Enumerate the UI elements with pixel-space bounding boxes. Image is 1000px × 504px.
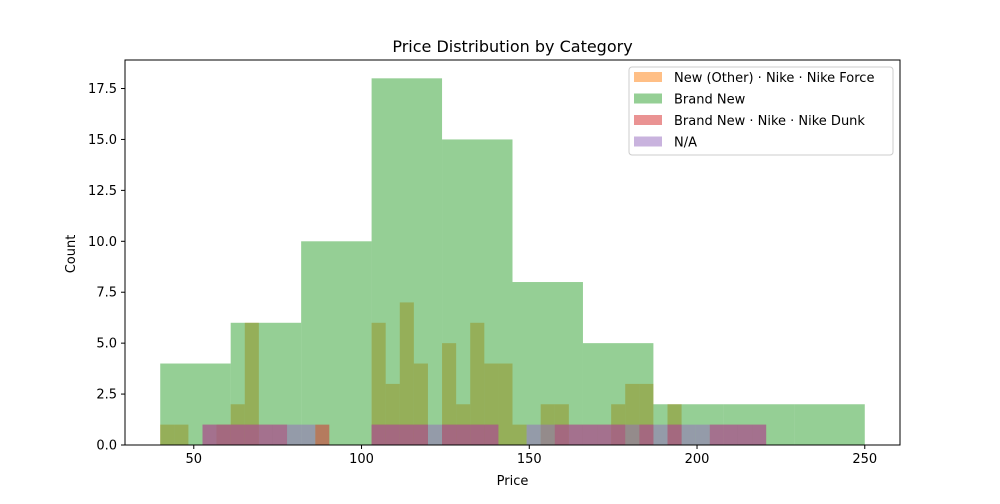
histogram-bar-series-4 [653, 424, 668, 445]
x-tick-label: 50 [186, 452, 203, 467]
histogram-bar-series-4 [399, 424, 414, 445]
y-tick-label: 12.5 [88, 184, 117, 199]
legend-label: N/A [674, 136, 697, 151]
histogram-bar-series-4 [597, 424, 612, 445]
x-tick-label: 150 [517, 452, 542, 467]
histogram-bar-series-2 [512, 282, 583, 445]
bars-layer [160, 78, 865, 445]
histogram-bar-series-2 [301, 241, 372, 445]
legend-label: Brand New · Nike · Nike Dunk [674, 114, 865, 129]
chart-title: Price Distribution by Category [392, 37, 632, 56]
histogram-bar-series-4 [737, 424, 753, 445]
histogram-bar-series-4 [385, 424, 400, 445]
y-tick-label: 17.5 [88, 82, 117, 97]
histogram-bar-series-2 [442, 139, 513, 445]
histogram-bar-series-4 [752, 424, 767, 445]
y-tick-label: 2.5 [96, 388, 117, 403]
histogram-bar-series-4 [413, 424, 428, 445]
histogram-bar-series-4 [470, 424, 485, 445]
histogram-bar-series-4 [216, 424, 231, 445]
histogram-bar-series-4 [582, 424, 598, 445]
x-tick-label: 250 [852, 452, 877, 467]
histogram-bar-series-2 [371, 78, 443, 445]
histogram-bar-series-4 [695, 424, 710, 445]
plot-frame [124, 59, 901, 446]
histogram-bar-series-4 [526, 424, 541, 445]
legend-label: New (Other) · Nike · Nike Force [674, 71, 874, 86]
histogram-bar-series-4 [568, 424, 583, 445]
legend-swatch [634, 93, 662, 104]
histogram-bar-series-4 [540, 424, 555, 445]
legend-box [628, 66, 894, 156]
histogram-bar-series-4 [427, 424, 443, 445]
histogram-bar-series-4 [625, 424, 640, 445]
axes-layer: 50 100 150 200 250 0.0 2.5 5.0 7.5 10.0 12.5 15.0 17… [88, 59, 901, 467]
legend-label: Brand New [674, 93, 746, 108]
y-tick-label: 15.0 [88, 133, 117, 148]
histogram-bar-series-4 [442, 424, 457, 445]
histogram-bar-series-4 [611, 424, 626, 445]
histogram-bar-series-4 [723, 424, 738, 445]
histogram-bar-series-4 [272, 424, 288, 445]
histogram-bar-series-4 [667, 424, 682, 445]
histogram-bar-series-4 [287, 424, 302, 445]
histogram-bar-series-4 [639, 424, 654, 445]
histogram-bar-series-4 [456, 424, 471, 445]
histogram-bar-series-4 [554, 424, 569, 445]
histogram-bar-series-4 [709, 424, 724, 445]
legend-swatch [634, 136, 662, 147]
legend: New (Other) · Nike · Nike Force Brand New… [628, 66, 894, 156]
y-tick-label: 10.0 [88, 235, 117, 250]
histogram-bar-series-4 [230, 424, 245, 445]
y-tick-label: 0.0 [96, 439, 117, 454]
legend-swatch [634, 72, 662, 82]
histogram-bar-series-2 [794, 404, 865, 445]
histogram-bar-series-4 [258, 424, 273, 445]
y-tick-label: 7.5 [96, 286, 117, 301]
histogram-bar-series-4 [681, 424, 696, 445]
y-axis-label: Count [64, 235, 79, 274]
x-tick-label: 200 [685, 452, 710, 467]
y-tick-label: 5.0 [96, 337, 117, 352]
histogram-bar-series-4 [371, 424, 386, 445]
histogram-bar-series-4 [244, 424, 259, 445]
x-tick-label: 100 [349, 452, 374, 467]
histogram-bar-series-4 [301, 424, 316, 445]
histogram-bar-series-4 [484, 424, 499, 445]
histogram-bar-series-4 [202, 424, 217, 445]
legend-swatch [634, 115, 662, 125]
x-axis-label: Price [497, 474, 529, 489]
histogram-bar-series-3 [315, 424, 330, 445]
